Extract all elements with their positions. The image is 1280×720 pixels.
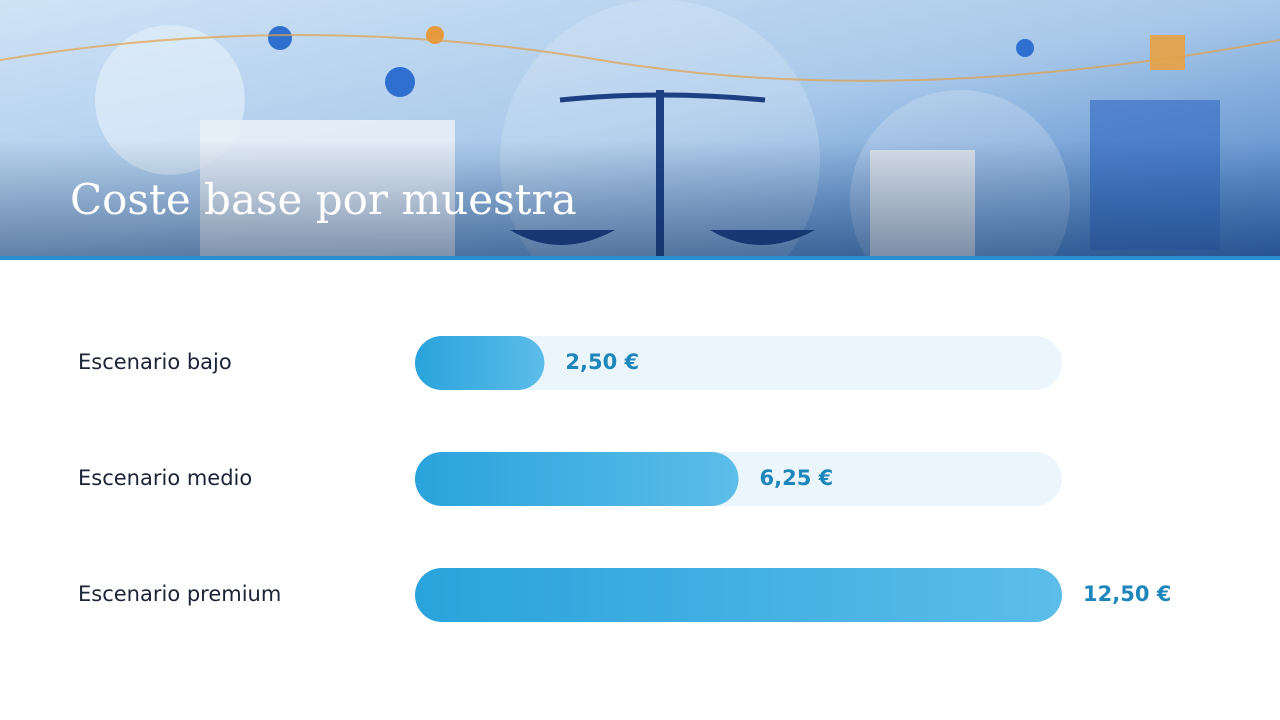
bar xyxy=(415,568,1062,622)
bar-track xyxy=(415,336,1062,390)
bar xyxy=(415,452,739,506)
bar xyxy=(415,336,545,390)
value-label: 2,50 € xyxy=(565,350,639,374)
chart-title: Coste base por muestra xyxy=(70,175,577,224)
category-label: Escenario bajo xyxy=(78,350,232,374)
category-label: Escenario premium xyxy=(78,582,281,606)
value-label: 6,25 € xyxy=(760,466,834,490)
category-label: Escenario medio xyxy=(78,466,252,490)
value-label: 12,50 € xyxy=(1083,582,1171,606)
header-banner xyxy=(0,0,1280,320)
